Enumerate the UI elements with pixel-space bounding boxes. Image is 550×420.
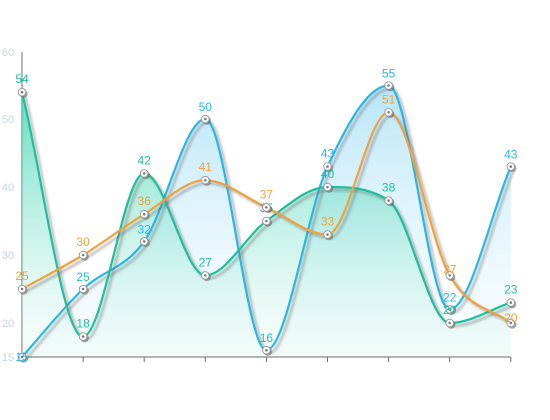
data-label: 42 <box>138 153 152 167</box>
data-label: 16 <box>260 331 274 345</box>
data-point-center <box>448 274 452 277</box>
data-point-center <box>81 253 85 257</box>
data-point-center <box>265 348 268 352</box>
data-point-center <box>326 165 329 168</box>
y-tick-label: 50 <box>2 114 14 126</box>
data-point-center <box>20 90 24 94</box>
data-label: 15 <box>15 350 29 364</box>
data-point-center <box>142 240 146 243</box>
data-label: 20 <box>443 303 457 317</box>
data-label: 40 <box>321 167 335 181</box>
data-point-center <box>265 206 268 209</box>
data-point-center <box>448 308 452 311</box>
data-label: 41 <box>199 160 213 174</box>
data-label: 37 <box>260 187 274 201</box>
data-label: 25 <box>76 270 90 284</box>
y-tick-label: 30 <box>2 250 14 262</box>
data-point-center <box>448 321 452 325</box>
data-label: 36 <box>138 194 152 208</box>
data-label: 50 <box>199 100 213 114</box>
data-label: 43 <box>321 147 335 161</box>
data-point-center <box>204 178 207 182</box>
data-label: 32 <box>138 222 152 236</box>
data-point-center <box>509 321 513 325</box>
data-point-center <box>204 274 207 277</box>
data-label: 51 <box>382 92 396 106</box>
data-point-center <box>509 301 513 304</box>
data-point-center <box>265 219 268 223</box>
data-point-center <box>20 355 24 359</box>
data-label: 25 <box>15 269 29 283</box>
data-label: 23 <box>504 283 518 297</box>
data-label: 20 <box>504 311 518 325</box>
data-point-center <box>20 287 24 291</box>
data-point-center <box>509 165 513 168</box>
data-point-center <box>142 212 146 216</box>
data-point-center <box>142 172 146 175</box>
data-label: 43 <box>504 148 518 162</box>
data-point-center <box>326 185 329 189</box>
data-label: 27 <box>199 255 213 269</box>
data-point-center <box>81 335 85 338</box>
series-line-3 <box>21 111 512 324</box>
data-point-center <box>387 199 390 202</box>
data-label: 27 <box>443 262 457 276</box>
data-label: 33 <box>321 215 335 229</box>
y-tick-label: 20 <box>2 318 14 330</box>
data-point-center <box>387 84 390 87</box>
data-label: 22 <box>443 290 457 304</box>
data-label: 54 <box>15 72 29 86</box>
y-tick-label: 40 <box>2 182 14 194</box>
data-label: 18 <box>76 317 90 331</box>
series-line-shadow-3 <box>24 114 515 327</box>
data-label: 38 <box>382 181 396 195</box>
series-line-shadow-1 <box>24 87 515 361</box>
data-point-center <box>387 111 390 114</box>
data-label: 55 <box>382 67 396 81</box>
data-point-center <box>204 117 207 121</box>
data-point-center <box>326 233 329 236</box>
data-label: 30 <box>76 235 90 249</box>
series-line-1 <box>21 84 512 358</box>
y-tick-label: 60 <box>2 47 14 59</box>
y-tick-label: 15 <box>2 352 14 364</box>
data-point-center <box>81 287 85 291</box>
